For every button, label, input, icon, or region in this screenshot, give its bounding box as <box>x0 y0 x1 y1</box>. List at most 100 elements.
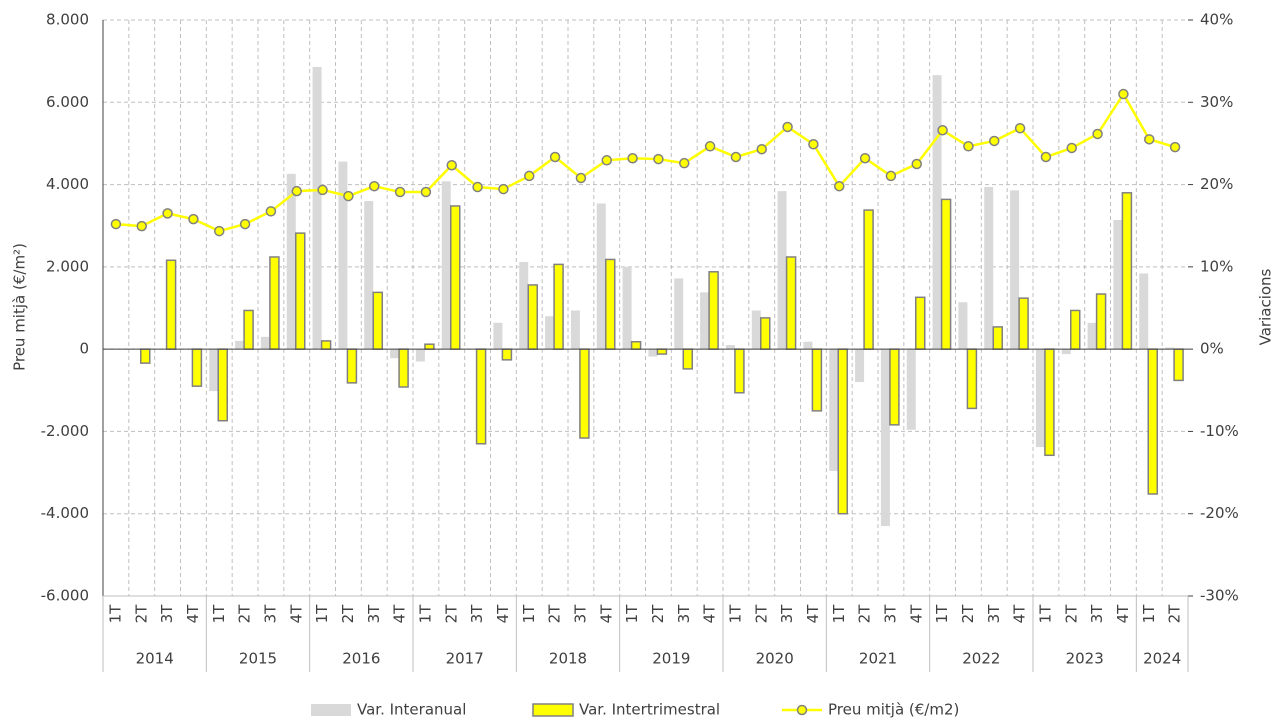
bar <box>992 326 1003 350</box>
bar <box>519 261 529 350</box>
point <box>1092 128 1103 140</box>
bar <box>191 348 203 387</box>
bar <box>932 75 942 350</box>
y-axis-label: Preu mitjà (€/m²) <box>11 243 29 371</box>
bar <box>286 173 296 350</box>
bar <box>889 348 900 426</box>
x-tick-label: 1T <box>520 604 538 624</box>
bar <box>751 310 761 350</box>
x-tick-label: 1T <box>933 604 951 624</box>
point <box>1144 134 1155 145</box>
point <box>446 159 457 171</box>
point <box>239 218 251 230</box>
x-group-label: 2022 <box>962 650 1000 668</box>
point <box>704 141 716 152</box>
point <box>420 186 432 198</box>
bar <box>415 349 425 362</box>
x-group-label: 2016 <box>342 650 380 668</box>
bar <box>1061 349 1071 355</box>
point <box>834 180 845 192</box>
bar <box>579 348 590 439</box>
x-tick-label: 1T <box>210 604 228 624</box>
y2-axis-label: Variacions <box>1257 268 1275 345</box>
legend-swatch <box>311 704 351 716</box>
bar <box>235 340 245 350</box>
bar <box>915 296 926 350</box>
x-tick-label: 4T <box>1011 604 1029 624</box>
bar <box>700 292 710 350</box>
bar <box>493 322 503 350</box>
bar <box>648 349 658 357</box>
x-tick-label: 2T <box>959 604 977 624</box>
point <box>524 170 535 182</box>
bar <box>1165 347 1175 350</box>
bar <box>570 310 580 350</box>
x-tick-label: 1T <box>1036 604 1054 624</box>
x-tick-label: 2T <box>339 604 357 624</box>
bar <box>346 348 358 384</box>
point <box>265 206 277 217</box>
bar <box>398 348 409 388</box>
point <box>653 153 664 165</box>
bar <box>295 232 306 350</box>
point <box>136 220 147 232</box>
y-tick-label: 4.000 <box>46 175 89 193</box>
x-tick-label: 4T <box>391 604 409 624</box>
bar <box>1095 293 1107 350</box>
point <box>627 152 638 164</box>
y2-tick-label: 0% <box>1200 340 1224 358</box>
bar <box>829 349 839 471</box>
bar <box>837 348 848 515</box>
bar <box>880 349 890 527</box>
point <box>1014 122 1026 134</box>
point <box>782 121 793 133</box>
bar <box>863 209 874 350</box>
point <box>885 170 897 182</box>
x-tick-label: 3T <box>985 604 1003 624</box>
point <box>937 125 948 136</box>
point <box>188 213 199 225</box>
bar <box>984 187 994 350</box>
bar <box>1173 348 1184 382</box>
x-tick-label: 4T <box>1114 604 1132 624</box>
x-tick-label: 4T <box>597 604 615 624</box>
x-tick-label: 3T <box>881 604 899 624</box>
point <box>498 183 509 195</box>
x-tick-label: 2T <box>132 604 150 624</box>
bar <box>165 259 177 350</box>
bar <box>1070 309 1081 350</box>
point <box>911 158 922 170</box>
x-tick-label: 2T <box>546 604 564 624</box>
bar <box>958 302 968 350</box>
bar <box>1035 349 1045 448</box>
point <box>162 208 173 219</box>
point <box>394 186 406 198</box>
bar <box>1147 348 1158 495</box>
x-tick-label: 4T <box>494 604 512 624</box>
bar <box>1113 219 1123 350</box>
point <box>291 185 302 197</box>
x-tick-label: 4T <box>184 604 202 624</box>
x-group-label: 2015 <box>239 650 277 668</box>
bar <box>906 349 916 430</box>
y2-tick-label: 20% <box>1200 175 1233 193</box>
bar <box>527 284 538 350</box>
x-tick-label: 3T <box>1088 604 1106 624</box>
x-tick-label: 4T <box>287 604 305 624</box>
point <box>343 190 354 202</box>
y2-tick-label: -20% <box>1200 504 1239 522</box>
point <box>369 180 380 192</box>
bar <box>966 348 978 410</box>
bar <box>320 340 332 350</box>
bar <box>217 348 228 422</box>
bar <box>725 345 735 350</box>
y2-tick-label: 10% <box>1200 257 1233 275</box>
x-tick-label: 3T <box>158 604 176 624</box>
y2-tick-label: -30% <box>1200 587 1239 605</box>
point <box>214 225 225 237</box>
x-tick-label: 2T <box>752 604 770 624</box>
x-tick-label: 3T <box>365 604 383 624</box>
bar <box>777 191 787 350</box>
x-tick-label: 2T <box>1166 604 1184 624</box>
bar <box>1018 297 1029 350</box>
